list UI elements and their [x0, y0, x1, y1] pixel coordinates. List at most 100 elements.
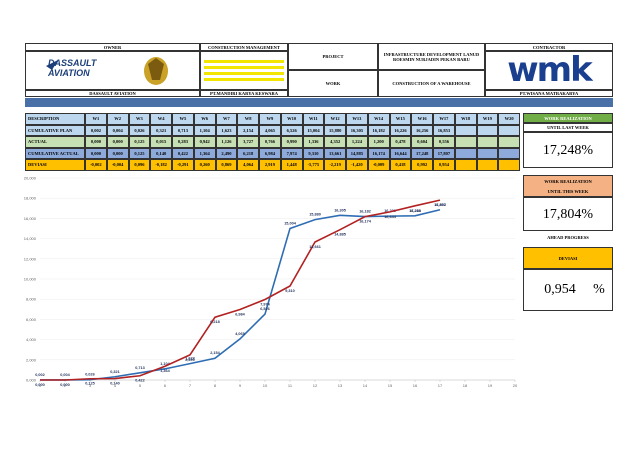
table-cell: 4,065: [259, 124, 281, 136]
series-line: [40, 199, 441, 381]
x-tick-label: 14: [363, 383, 368, 388]
summary-title: WORK REALIZATION: [523, 175, 613, 186]
table-cell: 0,954: [433, 159, 455, 171]
owner-logo-box: [25, 51, 200, 90]
table-cell: 0,125: [128, 147, 151, 159]
y-tick-label: 8,000: [26, 297, 37, 302]
table-cell: 0,015: [150, 136, 172, 148]
table-cell: 0,713: [172, 124, 194, 136]
table-cell: 0,556: [433, 136, 455, 148]
table-cell: 7,974: [280, 147, 303, 159]
owner-logo-text: AVIATION: [48, 68, 90, 78]
y-tick-label: 16,000: [24, 216, 37, 221]
deviation-box: [523, 269, 613, 311]
table-cell: 0,000: [106, 136, 129, 148]
table-cell: 16,644: [389, 147, 412, 159]
table-cell: [498, 136, 520, 148]
table-cell: 1,623: [215, 124, 238, 136]
x-tick-label: 1: [39, 383, 42, 388]
x-tick-label: 19: [488, 383, 493, 388]
contractor-label: CONTRACTOR: [485, 43, 613, 51]
table-cell: 0,283: [172, 136, 194, 148]
contractor-logo: wmk: [485, 51, 613, 90]
column-header: W15: [389, 113, 412, 125]
table-cell: -2,219: [324, 159, 346, 171]
table-cell: 2,919: [259, 159, 281, 171]
x-tick-label: 3: [89, 383, 92, 388]
row-label: ACTUAL: [25, 136, 85, 148]
table-cell: 0,418: [389, 159, 412, 171]
table-cell: 14,885: [346, 147, 368, 159]
table-cell: 0,321: [150, 124, 172, 136]
data-label: 6,984: [235, 312, 245, 316]
column-header: W18: [454, 113, 477, 125]
y-tick-label: 20,000: [24, 176, 37, 181]
column-header: W12: [324, 113, 346, 125]
table-cell: 0,140: [150, 147, 172, 159]
table-cell: [476, 136, 499, 148]
data-label: 2,154: [210, 351, 220, 355]
x-tick-label: 9: [239, 383, 242, 388]
table-cell: [476, 124, 499, 136]
table-cell: 0,942: [193, 136, 216, 148]
table-cell: -0,182: [150, 159, 172, 171]
x-tick-label: 8: [214, 383, 217, 388]
x-tick-label: 18: [463, 383, 468, 388]
column-header: W13: [346, 113, 368, 125]
summary-title: WORK REALIZATION: [523, 113, 613, 123]
x-tick-label: 20: [513, 383, 518, 388]
data-label: 14,885: [334, 233, 346, 237]
status: AHEAD PROGRESS: [547, 234, 589, 240]
table-cell: 4,352: [324, 136, 346, 148]
column-header: W3: [128, 113, 151, 125]
data-label: 16,174: [359, 220, 372, 224]
column-header: W16: [411, 113, 433, 125]
table-cell: 2,490: [215, 147, 238, 159]
column-header: W10: [280, 113, 303, 125]
x-tick-label: 6: [164, 383, 167, 388]
column-header: W14: [367, 113, 390, 125]
x-tick-label: 2: [64, 383, 67, 388]
table-cell: 3,727: [237, 136, 259, 148]
x-tick-label: 15: [388, 383, 393, 388]
y-tick-label: 12,000: [24, 256, 37, 261]
y-tick-label: 2,000: [26, 357, 37, 362]
table-cell: [498, 124, 520, 136]
data-label: 13,661: [309, 245, 321, 249]
column-header: W11: [302, 113, 325, 125]
table-cell: 16,174: [367, 147, 390, 159]
cm-label: CONSTRUCTION MANAGEMENT: [200, 43, 288, 51]
table-cell: [498, 159, 520, 171]
x-tick-label: 7: [189, 383, 192, 388]
table-cell: [454, 147, 477, 159]
column-header: W17: [433, 113, 455, 125]
series-line: [39, 209, 441, 381]
deviation-title: DEVIASI: [523, 247, 613, 269]
deviation-value: 0,954: [544, 281, 576, 297]
summary-sub: UNTIL THIS WEEK: [523, 186, 613, 197]
column-header: W7: [215, 113, 238, 125]
table-cell: 4,064: [237, 159, 259, 171]
data-label: 0,140: [110, 382, 120, 386]
x-tick-label: 16: [413, 383, 418, 388]
owner-logo-text: DASSAULT: [48, 58, 97, 68]
data-label: 15,004: [284, 221, 297, 225]
data-label: 7,974: [260, 302, 270, 306]
owner-label: OWNER: [25, 43, 200, 51]
column-header: DESCRIPTION: [25, 113, 85, 125]
column-header: W6: [193, 113, 216, 125]
column-header: W9: [259, 113, 281, 125]
table-cell: 1,224: [346, 136, 368, 148]
data-label: 0,000: [60, 383, 70, 387]
x-tick-label: 5: [139, 383, 142, 388]
table-cell: 0,478: [389, 136, 412, 148]
x-tick-label: 4: [114, 383, 117, 388]
data-label: 0,000: [35, 383, 45, 387]
data-label: 6,218: [210, 320, 220, 324]
table-cell: 1,448: [280, 159, 303, 171]
data-label: 17,807: [434, 203, 446, 207]
table-cell: 0,422: [172, 147, 194, 159]
column-header: W8: [237, 113, 259, 125]
x-tick-label: 13: [338, 383, 343, 388]
data-label: 16,644: [384, 215, 397, 219]
